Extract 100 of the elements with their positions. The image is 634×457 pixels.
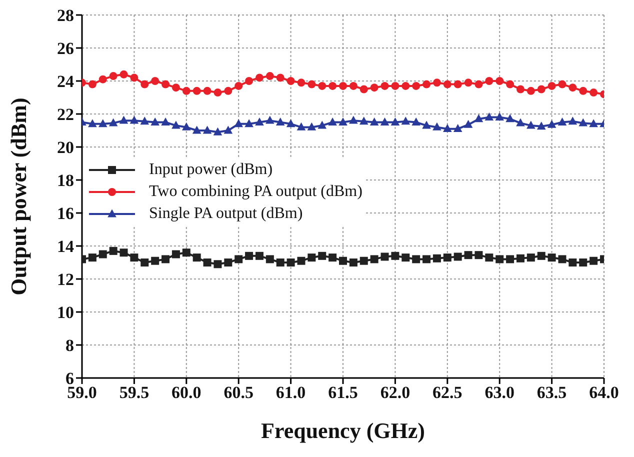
y-tick-label: 16 (57, 204, 74, 224)
point (454, 252, 462, 261)
point (380, 82, 389, 90)
point (590, 88, 598, 97)
point (360, 85, 368, 94)
point (203, 86, 212, 95)
point (266, 72, 274, 80)
point (547, 120, 556, 128)
y-tick-label: 22 (57, 105, 74, 124)
point (548, 254, 556, 262)
point (88, 80, 96, 88)
point (526, 254, 535, 262)
point (485, 77, 494, 85)
y-tick-label: 24 (57, 72, 74, 92)
point (162, 80, 170, 88)
point (349, 258, 358, 266)
y-tick-label: 8 (66, 336, 74, 356)
point (548, 82, 556, 90)
point (234, 255, 243, 264)
point (495, 112, 504, 120)
point (98, 75, 107, 84)
point (338, 117, 348, 126)
point (391, 252, 400, 260)
point (140, 80, 149, 88)
point (234, 82, 243, 90)
point (297, 256, 306, 265)
point (172, 84, 180, 92)
point (151, 77, 160, 85)
point (516, 118, 525, 126)
point (506, 80, 514, 88)
point (536, 122, 546, 130)
point (308, 80, 316, 88)
point (412, 82, 420, 90)
point (537, 252, 546, 260)
point (370, 84, 378, 92)
point (339, 256, 347, 265)
point (568, 84, 577, 92)
point (161, 117, 170, 126)
point (140, 116, 150, 125)
point (360, 256, 368, 265)
point (474, 80, 483, 88)
point (119, 116, 128, 124)
point (474, 114, 484, 122)
point (276, 117, 285, 126)
point (558, 80, 566, 88)
x-tick-label: 63.0 (484, 383, 514, 402)
point (213, 127, 222, 136)
point (172, 250, 180, 258)
point (192, 86, 201, 95)
point (234, 119, 243, 128)
point (453, 124, 462, 132)
point (266, 255, 274, 264)
point (432, 254, 441, 262)
point (464, 78, 472, 87)
point (579, 86, 588, 95)
point (108, 118, 118, 126)
point (380, 252, 389, 261)
x-tick-label: 64.0 (589, 383, 619, 402)
point (318, 252, 326, 260)
point (150, 117, 160, 126)
point (224, 258, 232, 266)
point (349, 82, 358, 90)
point (88, 119, 97, 128)
point (516, 254, 524, 262)
point (130, 116, 139, 124)
point (579, 258, 588, 266)
point (526, 86, 535, 95)
point (286, 258, 295, 266)
point (422, 80, 431, 88)
x-tick-label: 62.5 (432, 383, 462, 402)
point (276, 74, 284, 82)
point (88, 254, 96, 262)
y-tick-label: 12 (57, 270, 74, 290)
point (496, 255, 504, 264)
legend-label: Single PA output (dBm) (149, 205, 303, 223)
y-tick-label: 26 (57, 39, 74, 58)
point (130, 74, 138, 82)
point (296, 122, 306, 130)
point (390, 117, 400, 126)
point (485, 254, 494, 262)
point (578, 118, 588, 126)
point (328, 82, 337, 90)
point (422, 255, 431, 264)
y-axis-title: Output power (dBm) (6, 98, 31, 296)
y-tick-label: 28 (57, 6, 74, 26)
legend-label: Input power (dBm) (149, 161, 273, 179)
point (109, 72, 118, 80)
x-tick-label: 62.0 (380, 383, 410, 402)
y-tick-label: 10 (57, 303, 74, 322)
point (203, 258, 212, 266)
point (214, 88, 222, 97)
y-tick-label: 14 (57, 237, 74, 256)
point (506, 255, 514, 264)
point (140, 258, 149, 266)
point (224, 86, 232, 95)
point (255, 252, 264, 260)
point (432, 122, 442, 130)
point (412, 117, 420, 126)
point (537, 85, 546, 94)
point (98, 250, 107, 258)
